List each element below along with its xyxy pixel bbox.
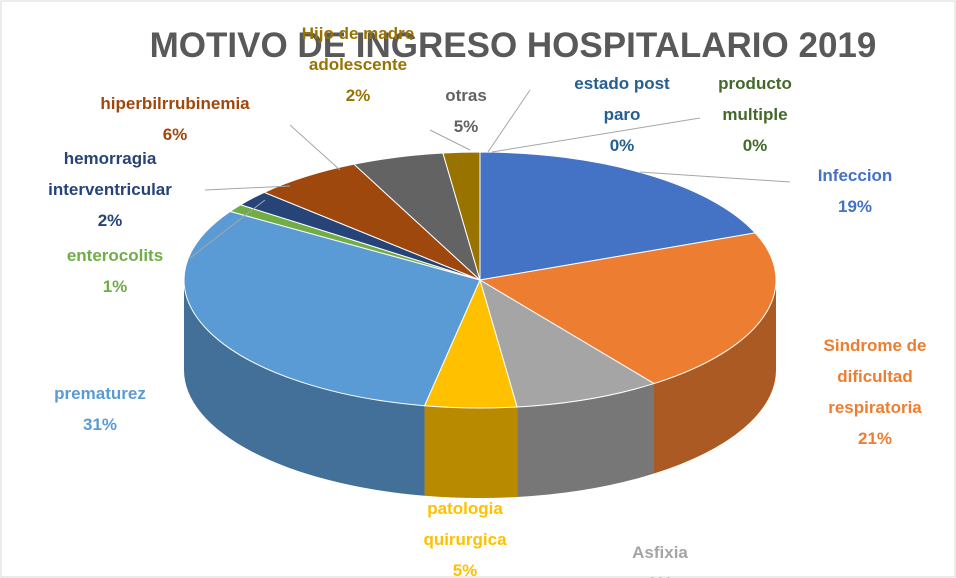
category-label: hiperbilrrubinemia — [100, 94, 250, 113]
value-label: 5% — [453, 117, 479, 136]
value-label: 0% — [742, 136, 768, 155]
value-label: 5% — [452, 561, 478, 578]
pie-slice — [479, 278, 656, 408]
leader-line — [429, 129, 471, 151]
data-label: Infeccion 19% — [785, 160, 925, 222]
category-label: patologia quirurgica — [423, 499, 507, 549]
leader-line — [487, 89, 531, 153]
leader-line — [639, 171, 791, 183]
data-label: Asfixia 8% — [600, 537, 720, 578]
pie-side — [184, 280, 425, 496]
pie-side — [424, 405, 518, 498]
data-label: hemorragia interventricular 2% — [5, 143, 215, 236]
value-label: 2% — [345, 86, 371, 105]
value-label: 31% — [82, 415, 118, 434]
value-label: 0% — [609, 136, 635, 155]
category-label: Sindrome de dificultad respiratoria — [823, 336, 927, 417]
pie-slice — [479, 151, 757, 281]
data-label: producto multiple 0% — [695, 68, 815, 161]
leader-line — [289, 124, 341, 171]
data-label: hiperbilrrubinemia 6% — [65, 88, 285, 150]
value-label: 1% — [102, 277, 128, 296]
category-label: prematurez — [54, 384, 146, 403]
data-label: Hijo de madre adolescente 2% — [278, 18, 438, 111]
value-label: 6% — [162, 125, 188, 144]
pie-side — [653, 280, 776, 474]
category-label: Hijo de madre adolescente — [301, 24, 415, 74]
category-label: estado post paro — [574, 74, 670, 124]
data-label: enterocolits 1% — [45, 240, 185, 302]
value-label: 21% — [857, 429, 893, 448]
value-label: 8% — [600, 568, 720, 578]
category-label: otras — [445, 86, 487, 105]
category-label: Infeccion — [817, 166, 893, 185]
category-label: producto multiple — [718, 74, 792, 124]
value-label: 19% — [837, 197, 873, 216]
data-label: otras 5% — [431, 80, 501, 142]
category-label: enterocolits — [66, 246, 164, 265]
category-label: hemorragia interventricular — [48, 149, 172, 199]
category-label: Asfixia — [632, 543, 688, 562]
leader-line — [491, 117, 701, 153]
data-label: estado post paro 0% — [557, 68, 687, 161]
chart-title: MOTIVO DE INGRESO HOSPITALARIO 2019 — [149, 26, 877, 65]
data-label: Sindrome de dificultad respiratoria 21% — [795, 330, 955, 454]
data-label: prematurez 31% — [30, 378, 170, 440]
leader-line — [189, 199, 266, 259]
value-label: 2% — [97, 211, 123, 230]
pie-side — [517, 383, 654, 497]
data-label: patologia quirurgica 5% — [400, 493, 530, 578]
pie-slice — [478, 232, 777, 385]
leader-line — [204, 185, 291, 191]
